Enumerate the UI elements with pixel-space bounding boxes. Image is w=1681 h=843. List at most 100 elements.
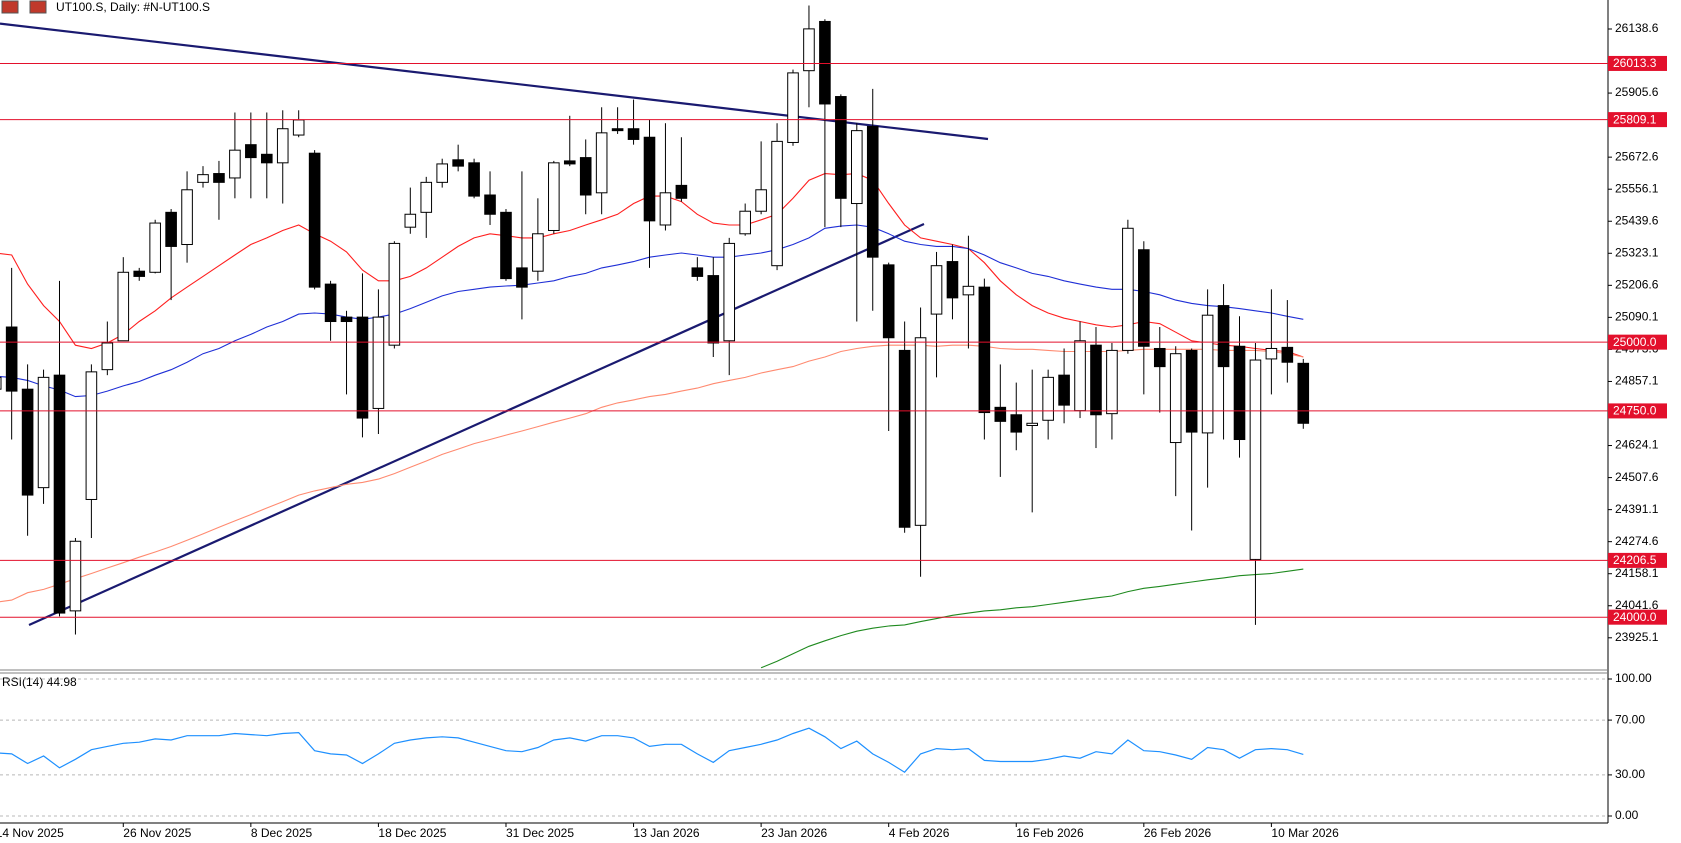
y-tick-label: 24391.1	[1615, 502, 1659, 516]
candle-body	[835, 96, 847, 199]
level-label-box	[1608, 55, 1667, 71]
y-tick-label: 24507.6	[1615, 470, 1659, 484]
candle-body	[771, 140, 783, 267]
candle-body	[962, 285, 975, 296]
rsi-panel	[0, 678, 1608, 817]
icon	[1, 0, 19, 14]
candle-body	[213, 173, 225, 183]
y-tick-label: 26138.6	[1615, 21, 1659, 35]
candle-body	[803, 28, 815, 72]
candle-body	[388, 242, 401, 346]
candle-body	[946, 261, 959, 299]
level-label-box	[1608, 112, 1667, 128]
level-label-box	[1608, 403, 1667, 419]
y-tick-label: 70.00	[1615, 712, 1645, 726]
y-tick-label: 24158.1	[1615, 566, 1659, 580]
y-tick-label: 24041.6	[1615, 598, 1659, 612]
candle-body	[85, 371, 98, 500]
x-tick-label: 8 Dec 2025	[251, 826, 313, 840]
candle-body	[978, 286, 991, 414]
y-tick-label: 25556.1	[1615, 181, 1659, 195]
candle-body	[229, 149, 241, 179]
candle-body	[1074, 340, 1086, 412]
candle-body	[1249, 359, 1262, 560]
candle-body	[165, 211, 177, 247]
candle-body	[1201, 314, 1214, 434]
x-tick-label: 26 Feb 2026	[1144, 826, 1212, 840]
y-tick-label: 24274.6	[1615, 534, 1659, 548]
candle-body	[404, 213, 417, 228]
candle-body	[420, 181, 433, 213]
candle-body	[356, 316, 369, 419]
candle-body	[0, 376, 2, 390]
chart-title: UT100.S, Daily: #N-UT100.S	[56, 0, 210, 14]
y-tick-label: 25439.6	[1615, 213, 1659, 227]
candle-body	[452, 159, 464, 167]
y-tick-label: 30.00	[1615, 767, 1645, 781]
header-icons	[1, 0, 47, 14]
candle-body	[643, 136, 656, 222]
candle-body	[611, 128, 624, 132]
level-label: 24206.5	[1613, 553, 1657, 567]
level-label-box	[1608, 552, 1667, 568]
candle-body	[1090, 344, 1102, 416]
rsi-line	[0, 727, 1304, 773]
level-label: 24000.0	[1613, 610, 1657, 624]
candle-body	[516, 267, 528, 288]
moving-average	[760, 568, 1304, 669]
y-tick-label: 24624.1	[1615, 438, 1659, 452]
x-tick-label: 13 Jan 2026	[634, 826, 700, 840]
candle-body	[37, 376, 50, 489]
candle-body	[5, 326, 18, 392]
candle-body	[436, 163, 448, 183]
candle-body	[1042, 376, 1054, 421]
level-label: 26013.3	[1613, 56, 1657, 70]
candle-body	[69, 540, 82, 612]
icon	[29, 0, 47, 14]
x-tick-label: 18 Dec 2025	[378, 826, 446, 840]
candle-body	[866, 126, 879, 258]
candle-body	[197, 174, 209, 183]
candle-body	[707, 275, 720, 344]
candle-body	[1185, 349, 1198, 433]
candle-body	[1233, 345, 1246, 441]
candle-body	[1058, 374, 1070, 406]
candle-body	[117, 271, 130, 342]
level-label-box	[1608, 609, 1667, 625]
candle-body	[675, 184, 688, 199]
x-tick-label: 23 Jan 2026	[761, 826, 827, 840]
candle-body	[1138, 249, 1150, 347]
candle-body	[1265, 347, 1278, 360]
candle-body	[372, 316, 385, 409]
x-tick-label: 10 Mar 2026	[1271, 826, 1339, 840]
candle-body	[1122, 227, 1134, 351]
candle-body	[548, 162, 560, 231]
candle-body	[579, 157, 592, 196]
y-tick-label: 24857.1	[1615, 374, 1659, 388]
candle-body	[739, 210, 751, 235]
candle-body	[53, 374, 66, 614]
level-label: 24750.0	[1613, 404, 1657, 418]
level-label: 25809.1	[1613, 112, 1657, 126]
candle-body	[1026, 422, 1039, 426]
x-tick-label: 31 Dec 2025	[506, 826, 574, 840]
candle-body	[691, 267, 704, 277]
candle-body	[755, 189, 767, 212]
y-tick-label: 25905.6	[1615, 85, 1659, 99]
candle-body	[595, 132, 608, 194]
level-label: 25000.0	[1613, 335, 1657, 349]
candle-body	[324, 283, 337, 323]
x-tick-label: 4 Feb 2026	[889, 826, 950, 840]
y-tick-label: 25323.1	[1615, 245, 1659, 259]
candle-body	[723, 242, 736, 342]
candle-body	[101, 342, 114, 371]
candle-body	[1297, 362, 1310, 424]
candle-body	[260, 153, 273, 164]
candle-body	[308, 152, 321, 288]
axes: 26138.6 25905.6 25672.6 25556.1 25439.6 25323…	[0, 21, 1667, 840]
candle-body	[292, 119, 305, 136]
candle-body	[1217, 305, 1230, 368]
candle-body	[500, 211, 512, 280]
